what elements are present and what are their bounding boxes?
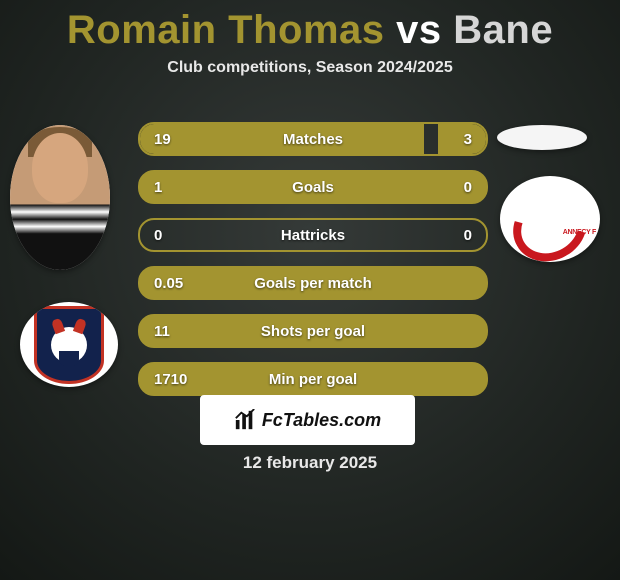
watermark-text: FcTables.com bbox=[262, 410, 381, 431]
stat-label: Goals bbox=[140, 179, 486, 196]
stat-label: Min per goal bbox=[140, 371, 486, 388]
comparison-card: Romain Thomas vs Bane Club competitions,… bbox=[0, 0, 620, 580]
subtitle: Club competitions, Season 2024/2025 bbox=[0, 59, 620, 77]
annecy-logo-icon: ANNECY F bbox=[500, 176, 600, 262]
player1-name: Romain Thomas bbox=[67, 8, 385, 52]
stat-value-right: 3 bbox=[464, 131, 472, 148]
page-title: Romain Thomas vs Bane bbox=[0, 0, 620, 53]
stat-value-right: 0 bbox=[464, 179, 472, 196]
player2-club-logo: ANNECY F bbox=[500, 176, 600, 262]
stat-row: 0.05Goals per match bbox=[138, 266, 488, 300]
stat-label: Goals per match bbox=[140, 275, 486, 292]
stat-row: 1710Min per goal bbox=[138, 362, 488, 396]
stats-container: 19Matches31Goals00Hattricks00.05Goals pe… bbox=[138, 122, 488, 410]
stat-value-right: 0 bbox=[464, 227, 472, 244]
stat-label: Matches bbox=[140, 131, 486, 148]
stat-row: 1Goals0 bbox=[138, 170, 488, 204]
chart-icon bbox=[234, 409, 256, 431]
player1-club-logo bbox=[20, 302, 118, 387]
stat-row: 19Matches3 bbox=[138, 122, 488, 156]
player1-avatar bbox=[10, 125, 110, 270]
caen-shield-icon bbox=[34, 306, 104, 384]
watermark-badge[interactable]: FcTables.com bbox=[200, 395, 415, 445]
stat-row: 0Hattricks0 bbox=[138, 218, 488, 252]
player2-avatar bbox=[497, 125, 587, 150]
date-label: 12 february 2025 bbox=[0, 453, 620, 473]
player1-face-graphic bbox=[10, 125, 110, 270]
vs-text: vs bbox=[396, 8, 442, 52]
stat-label: Hattricks bbox=[140, 227, 486, 244]
stat-label: Shots per goal bbox=[140, 323, 486, 340]
player2-name: Bane bbox=[453, 8, 553, 52]
stat-row: 11Shots per goal bbox=[138, 314, 488, 348]
